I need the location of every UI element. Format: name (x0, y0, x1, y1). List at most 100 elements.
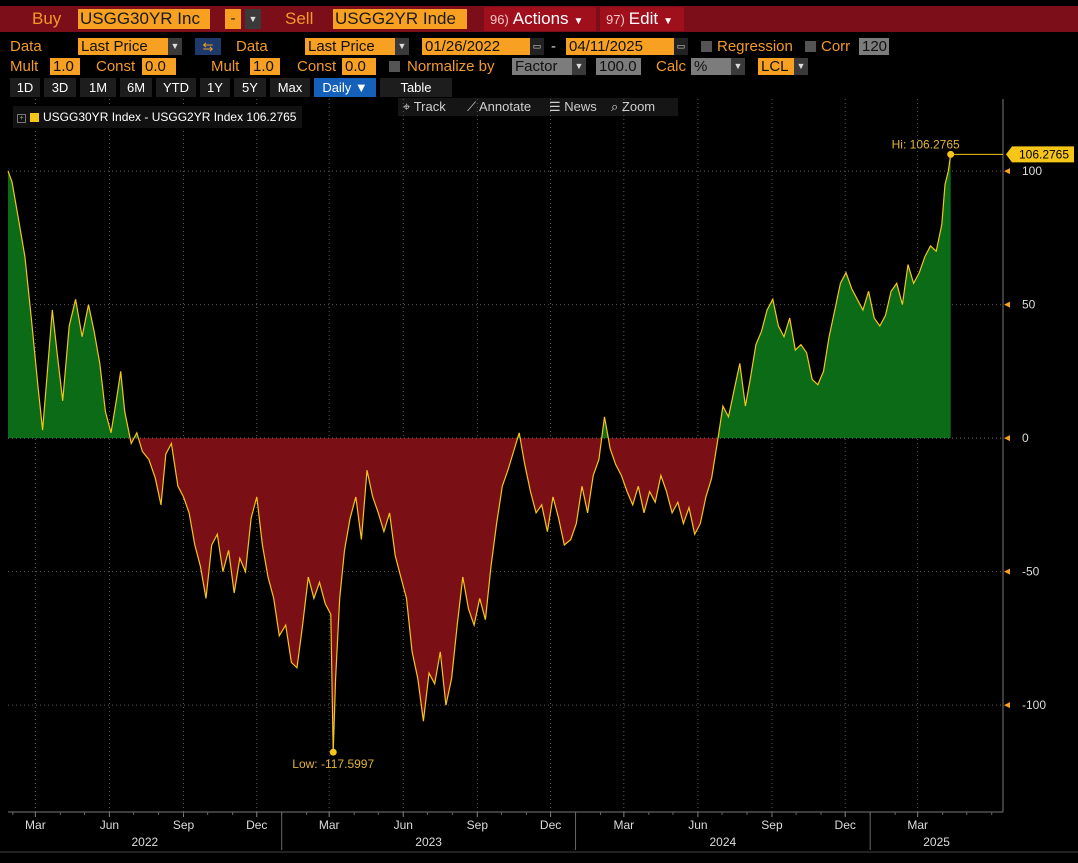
top-strip (0, 0, 1078, 6)
swap-icon[interactable]: ⇆ (195, 38, 221, 55)
y-tick-marker (1004, 702, 1010, 709)
x-tick-label: Mar (907, 818, 928, 832)
date-separator: - (551, 38, 556, 55)
chevron-down-icon[interactable]: ▼ (572, 58, 586, 75)
calendar-icon[interactable]: ▭ (530, 38, 544, 55)
legend[interactable]: + USGG30YR Index - USGG2YR Index 106.2765 (13, 106, 303, 128)
y-tick-label: 100 (1022, 164, 1042, 178)
calc-select[interactable]: % (691, 58, 731, 75)
currency-select[interactable]: LCL (758, 58, 794, 75)
const2-label: Const (297, 58, 337, 75)
frequency-select[interactable]: Daily ▼ (314, 78, 376, 97)
chevron-down-icon[interactable]: ▼ (395, 38, 409, 55)
series-line (7, 154, 952, 753)
data1-label: Data (10, 38, 42, 55)
operator-select[interactable]: - (225, 9, 241, 29)
const1-label: Const (96, 58, 136, 75)
mult1-input[interactable]: 1.0 (50, 58, 80, 75)
data1-select[interactable]: Last Price (78, 38, 168, 55)
mult2-input[interactable]: 1.0 (250, 58, 280, 75)
table-button[interactable]: Table (380, 78, 452, 97)
y-tick-label: 0 (1022, 431, 1029, 445)
normalize-checkbox[interactable] (389, 61, 400, 72)
positive-area (718, 154, 951, 439)
buy-label: Buy (32, 9, 62, 28)
chevron-down-icon[interactable]: ▼ (731, 58, 745, 75)
news-button[interactable]: ☰ News (544, 98, 610, 116)
data2-label: Data (236, 38, 268, 55)
normalize-label: Normalize by (407, 58, 495, 75)
crosshair-icon: ⌖ (403, 99, 411, 114)
y-tick-marker (1004, 568, 1010, 575)
zoom-label: Zoom (621, 99, 656, 114)
y-tick-label: -100 (1022, 698, 1046, 712)
edit-menu-button[interactable]: 97) Edit ▼ (600, 7, 684, 31)
regression-label: Regression (717, 38, 793, 55)
factor-input[interactable]: 100.0 (596, 58, 641, 75)
y-tick-marker (1004, 168, 1010, 175)
x-tick-label: Mar (614, 818, 635, 832)
const2-input[interactable]: 0.0 (342, 58, 376, 75)
end-date-input[interactable]: 04/11/2025 (566, 38, 674, 55)
x-tick-label: Sep (761, 818, 783, 832)
tab-1d[interactable]: 1D (10, 78, 40, 97)
negative-area (138, 438, 518, 753)
legend-text: USGG30YR Index - USGG2YR Index 106.2765 (43, 110, 297, 124)
year-label: 2024 (710, 835, 737, 849)
regression-checkbox[interactable] (701, 41, 712, 52)
tab-5y[interactable]: 5Y (234, 78, 266, 97)
mult1-label: Mult (10, 58, 39, 75)
actions-number: 96) (490, 12, 509, 27)
negative-area (520, 438, 602, 545)
news-label: News (564, 99, 597, 114)
corr-checkbox[interactable] (805, 41, 816, 52)
sell-ticker-input[interactable]: USGG2YR Inde (333, 9, 467, 29)
tab-1y[interactable]: 1Y (200, 78, 230, 97)
chevron-down-icon: ▼ (663, 16, 673, 27)
calendar-icon[interactable]: ▭ (674, 38, 688, 55)
legend-swatch (30, 113, 39, 122)
x-tick-label: Jun (394, 818, 413, 832)
track-button[interactable]: ⌖ Track (398, 98, 468, 116)
y-tick-label: 50 (1022, 298, 1036, 312)
tab-1m[interactable]: 1M (80, 78, 116, 97)
mult2-label: Mult (211, 58, 240, 75)
start-date-input[interactable]: 01/26/2022 (422, 38, 530, 55)
buy-ticker-input[interactable]: USGG30YR Inc (78, 9, 210, 29)
x-tick-label: Sep (467, 818, 489, 832)
x-tick-label: Jun (100, 818, 119, 832)
low-label: Low: -117.5997 (292, 757, 374, 771)
positive-area (601, 416, 609, 439)
tab-3d[interactable]: 3D (44, 78, 76, 97)
actions-menu-button[interactable]: 96) Actions ▼ (484, 7, 596, 31)
const1-input[interactable]: 0.0 (142, 58, 176, 75)
chevron-down-icon[interactable]: ▼ (168, 38, 182, 55)
x-tick-label: Mar (319, 818, 340, 832)
last-value-tag (1006, 146, 1074, 163)
y-tick-marker (1004, 301, 1010, 308)
corr-window-input[interactable]: 120 (859, 38, 889, 55)
low-point-marker (329, 748, 337, 756)
magnifier-icon: ⌕ (611, 99, 619, 114)
order-bar: Buy USGG30YR Inc - ▼ Sell USGG2YR Inde 9… (0, 6, 1078, 32)
x-tick-label: Sep (173, 818, 195, 832)
data2-select[interactable]: Last Price (305, 38, 395, 55)
annotate-button[interactable]: ⟋ Annotate (462, 98, 548, 116)
x-tick-label: Dec (835, 818, 856, 832)
y-tick-marker (1004, 435, 1010, 442)
tab-6m[interactable]: 6M (120, 78, 152, 97)
positive-area (8, 171, 131, 439)
legend-toggle-icon[interactable]: + (17, 114, 26, 123)
edit-label: Edit (628, 9, 659, 28)
operator-dropdown-icon[interactable]: ▼ (245, 9, 261, 29)
calc-label: Calc (656, 58, 687, 75)
high-label: Hi: 106.2765 (892, 137, 960, 151)
pencil-icon: ⟋ (467, 99, 477, 114)
year-label: 2023 (415, 835, 442, 849)
tab-ytd[interactable]: YTD (156, 78, 196, 97)
chevron-down-icon[interactable]: ▼ (794, 58, 808, 75)
news-icon: ☰ (549, 99, 561, 114)
normalize-select[interactable]: Factor (512, 58, 572, 75)
tab-max[interactable]: Max (270, 78, 310, 97)
